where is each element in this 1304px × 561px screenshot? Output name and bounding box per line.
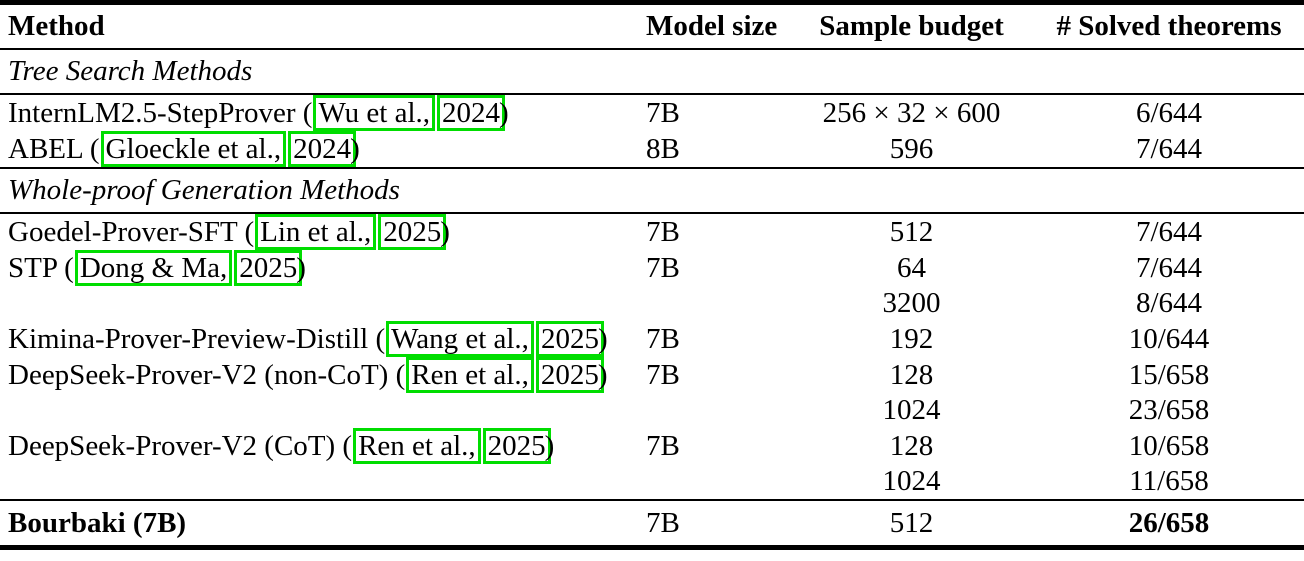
table-row-continuation: 1024 11/658 <box>0 464 1304 500</box>
method-text: Kimina-Prover-Preview-Distill ( <box>8 323 386 355</box>
solved-cell: 10/658 <box>1128 429 1210 462</box>
citation-year-link[interactable]: 2025 <box>482 428 551 464</box>
method-cell: Goedel-Prover-SFT (Lin et al., 2025) <box>0 213 640 250</box>
sample-budget-cell: 3200 <box>882 287 941 319</box>
solved-cell: 26/658 <box>1128 506 1210 539</box>
solved-cell: 6/644 <box>1135 96 1203 129</box>
sample-budget-cell: 512 <box>889 215 934 248</box>
citation-year-link[interactable]: 2025 <box>234 250 303 286</box>
method-text-suffix: ) <box>499 97 509 129</box>
method-cell: InternLM2.5-StepProver (Wu et al., 2024) <box>0 94 640 131</box>
model-size-cell: 7B <box>646 322 680 355</box>
header-model-size: Model size <box>646 10 778 42</box>
citation-year-link[interactable]: 2024 <box>288 131 357 167</box>
sample-budget-cell: 128 <box>889 358 934 391</box>
method-cell: STP (Dong & Ma, 2025) <box>0 250 640 286</box>
citation-year-link[interactable]: 2025 <box>535 321 604 357</box>
sample-budget-cell: 512 <box>889 506 934 539</box>
model-size-cell: 7B <box>646 251 680 284</box>
method-text: InternLM2.5-StepProver ( <box>8 97 313 129</box>
sample-budget-cell: 596 <box>889 132 934 165</box>
model-size-cell <box>640 393 775 428</box>
table-row: STP (Dong & Ma, 2025) 7B 64 7/644 <box>0 250 1304 286</box>
model-size-cell: 7B <box>646 358 680 391</box>
method-text-suffix: ) <box>440 216 450 248</box>
solved-cell: 7/644 <box>1135 215 1203 248</box>
citation-author-link[interactable]: Gloeckle et al., <box>100 131 287 167</box>
citation-author-link[interactable]: Lin et al., <box>255 214 377 250</box>
method-cell: ABEL (Gloeckle et al., 2024) <box>0 131 640 168</box>
solved-cell: 15/658 <box>1128 358 1210 391</box>
citation-year-link[interactable]: 2025 <box>378 214 447 250</box>
table-row-bourbaki: Bourbaki (7B) 7B 512 26/658 <box>0 500 1304 548</box>
citation-author-link[interactable]: Dong & Ma, <box>74 250 233 286</box>
solved-cell: 11/658 <box>1129 465 1209 497</box>
method-text: Goedel-Prover-SFT ( <box>8 216 255 248</box>
method-text: STP ( <box>8 252 74 284</box>
section-label: Tree Search Methods <box>8 55 253 87</box>
header-method: Method <box>8 10 105 42</box>
method-text-suffix: ) <box>597 359 608 391</box>
model-size-cell <box>640 286 775 321</box>
table-row: DeepSeek-Prover-V2 (CoT) (Ren et al., 202… <box>0 428 1304 464</box>
method-cell <box>0 464 640 500</box>
method-text: DeepSeek-Prover-V2 (non-CoT) ( <box>8 359 406 391</box>
sample-budget-cell: 64 <box>897 251 926 284</box>
sample-budget-cell: 256 × 32 × 600 <box>822 96 1001 129</box>
method-text-suffix: ) <box>544 430 555 462</box>
method-text-suffix: ) <box>350 133 360 165</box>
model-size-cell: 8B <box>646 132 680 165</box>
citation-year-link[interactable]: 2024 <box>437 95 506 131</box>
method-cell <box>0 286 640 321</box>
table-row: InternLM2.5-StepProver (Wu et al., 2024) … <box>0 94 1304 131</box>
solved-cell: 23/658 <box>1128 394 1210 426</box>
solved-cell: 7/644 <box>1135 132 1203 165</box>
method-text: DeepSeek-Prover-V2 (CoT) ( <box>8 430 353 462</box>
solved-cell: 7/644 <box>1135 251 1203 284</box>
method-text-suffix: ) <box>296 252 306 284</box>
sample-budget-cell: 1024 <box>882 394 941 426</box>
table-row: DeepSeek-Prover-V2 (non-CoT) (Ren et al.… <box>0 357 1304 393</box>
model-size-cell: 7B <box>646 429 680 462</box>
solved-cell: 10/644 <box>1128 322 1210 355</box>
method-cell: Bourbaki (7B) <box>8 506 187 539</box>
sample-budget-cell: 128 <box>889 429 934 462</box>
method-cell <box>0 393 640 428</box>
header-solved-theorems: # Solved theorems <box>1056 10 1282 42</box>
header-sample-budget: Sample budget <box>819 10 1004 42</box>
model-size-cell <box>640 464 775 500</box>
table-row: ABEL (Gloeckle et al., 2024) 8B 596 7/644 <box>0 131 1304 168</box>
table-row-continuation: 1024 23/658 <box>0 393 1304 428</box>
section-label: Whole-proof Generation Methods <box>8 174 400 206</box>
table-header-row: Method Model size Sample budget # Solved… <box>0 2 1304 49</box>
section-tree-search: Tree Search Methods <box>0 49 1304 94</box>
model-size-cell: 7B <box>646 215 680 248</box>
method-cell: DeepSeek-Prover-V2 (CoT) (Ren et al., 202… <box>0 428 640 464</box>
sample-budget-cell: 192 <box>889 322 934 355</box>
citation-year-link[interactable]: 2025 <box>535 357 604 393</box>
table-row: Kimina-Prover-Preview-Distill (Wang et a… <box>0 321 1304 357</box>
method-text: ABEL ( <box>8 133 100 165</box>
citation-author-link[interactable]: Wu et al., <box>313 95 436 131</box>
citation-author-link[interactable]: Ren et al., <box>406 357 534 393</box>
model-size-cell: 7B <box>646 96 680 129</box>
solved-cell: 8/644 <box>1135 287 1203 319</box>
table-row: Goedel-Prover-SFT (Lin et al., 2025) 7B 5… <box>0 213 1304 250</box>
table-row-continuation: 3200 8/644 <box>0 286 1304 321</box>
section-whole-proof: Whole-proof Generation Methods <box>0 168 1304 213</box>
sample-budget-cell: 1024 <box>882 465 941 497</box>
method-cell: DeepSeek-Prover-V2 (non-CoT) (Ren et al.… <box>0 357 640 393</box>
citation-author-link[interactable]: Ren et al., <box>353 428 481 464</box>
method-text-suffix: ) <box>597 323 608 355</box>
model-size-cell: 7B <box>646 506 680 539</box>
citation-author-link[interactable]: Wang et al., <box>386 321 534 357</box>
method-cell: Kimina-Prover-Preview-Distill (Wang et a… <box>0 321 640 357</box>
